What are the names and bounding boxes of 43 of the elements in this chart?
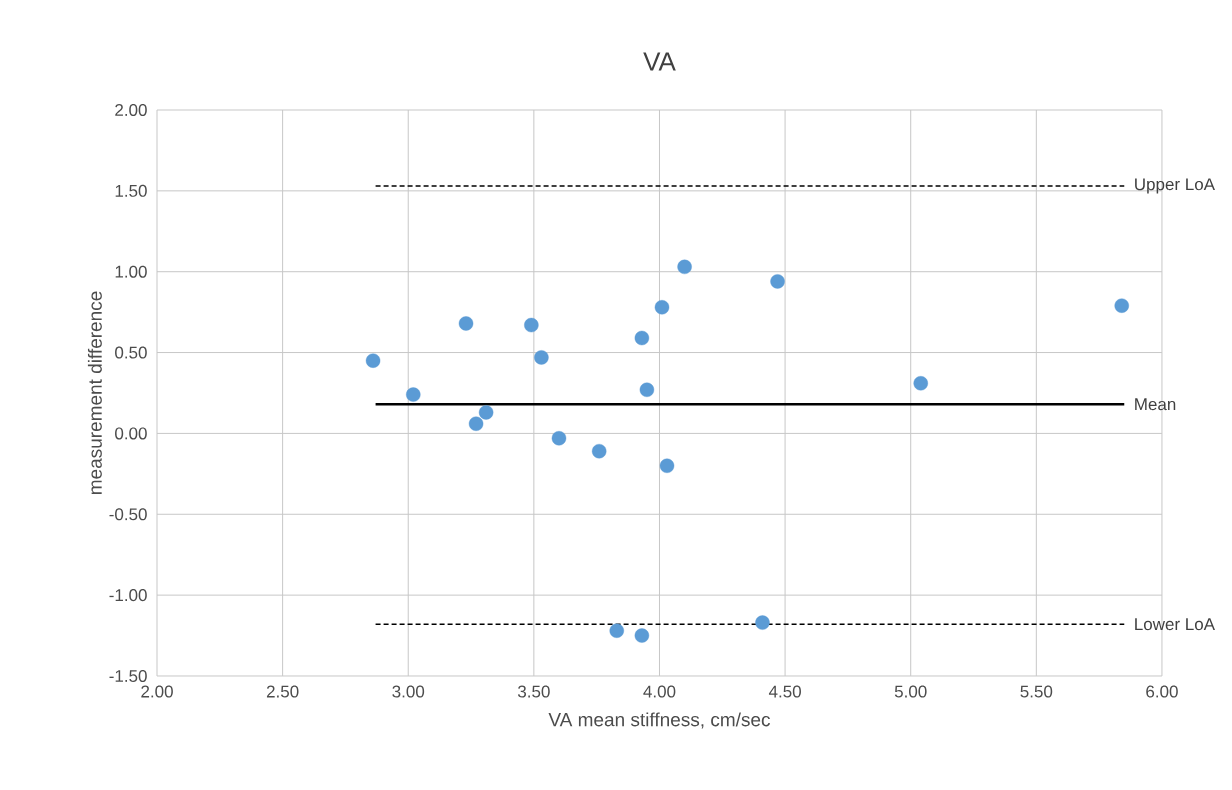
x-tick-label: 2.50 (266, 685, 299, 698)
chart-title: VA (643, 52, 676, 71)
x-axis-title: VA mean stiffness, cm/sec (548, 712, 771, 729)
y-tick-label: 2.00 (115, 103, 147, 117)
x-tick-label: 3.00 (392, 685, 425, 698)
y-tick-label: 1.50 (115, 184, 147, 197)
x-tick-label: 5.50 (1020, 685, 1053, 698)
x-tick-label: 5.00 (894, 685, 927, 698)
x-tick-label: 3.50 (517, 685, 550, 698)
point (634, 628, 650, 643)
point (770, 274, 785, 289)
y-axis-title: measurement difference (87, 291, 102, 494)
series-label: Lower LoA (1135, 618, 1215, 631)
series-label: Mean (1135, 398, 1176, 411)
point (755, 615, 770, 630)
point (468, 416, 484, 431)
x-tick-label: 6.00 (1146, 685, 1178, 698)
point (551, 431, 567, 446)
y-tick-label: 1.00 (115, 265, 147, 278)
point (458, 316, 474, 331)
point (913, 376, 928, 391)
point (659, 458, 675, 473)
point (1114, 298, 1129, 313)
point (406, 387, 421, 402)
x-tick-label: 4.50 (768, 685, 801, 698)
x-tick-label: 4.00 (643, 685, 676, 698)
point (524, 317, 539, 333)
y-tick-label: -0.50 (109, 508, 147, 521)
point (534, 350, 549, 365)
y-tick-label: -1.00 (109, 589, 147, 602)
point (677, 259, 692, 275)
point (591, 444, 607, 459)
point (654, 300, 670, 315)
y-tick-label: -1.50 (109, 669, 147, 683)
point (634, 330, 650, 346)
y-tick-label: 0.00 (115, 427, 147, 440)
point (478, 405, 494, 420)
y-tick-label: 0.50 (115, 346, 147, 359)
x-tick-label: 2.00 (141, 685, 173, 698)
point (609, 623, 624, 638)
series-label: Upper LoA (1135, 178, 1215, 194)
point (639, 382, 655, 397)
point (365, 353, 381, 368)
